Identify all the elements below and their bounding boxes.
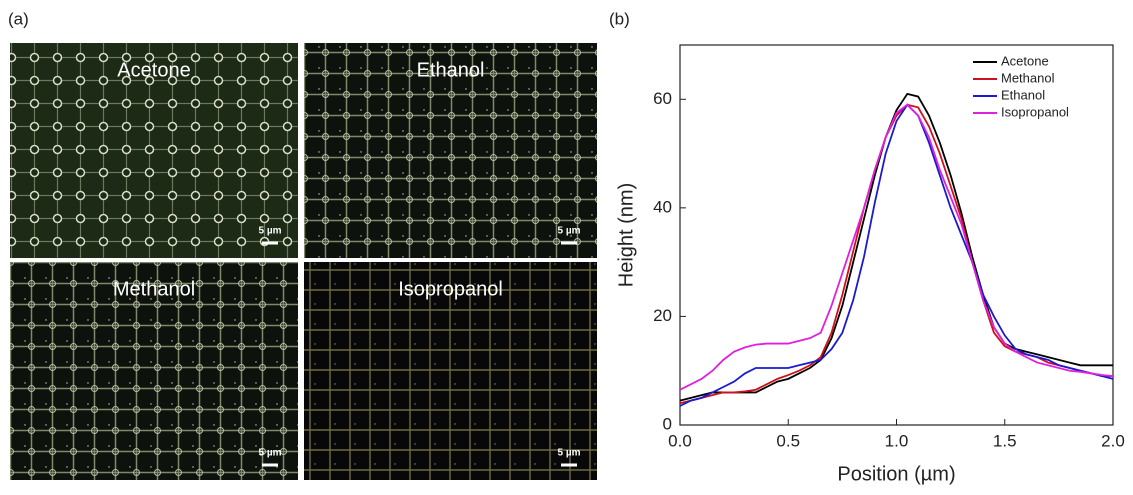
image-label: Acetone (117, 59, 190, 81)
legend-label: Acetone (1001, 53, 1049, 68)
scale-bar-label: 5 µm (259, 448, 282, 459)
x-tick-label: 1.0 (885, 431, 909, 450)
micrographs: Acetone 5 µm Ethanol 5 µm Methanol 5 µm Isopro… (10, 43, 597, 480)
micrograph (10, 262, 298, 480)
x-tick-label: 2.0 (1101, 431, 1125, 450)
x-tick-label: 0.5 (776, 431, 800, 450)
legend-label: Isopropanol (1001, 104, 1069, 119)
image-label: Methanol (113, 278, 195, 300)
series-line (679, 103, 1114, 407)
series-line (679, 92, 1113, 402)
y-tick-label: 40 (653, 197, 672, 216)
series-line (679, 103, 1114, 391)
scale-bar-label: 5 µm (259, 226, 282, 237)
chart: 0.0 0.5 1.0 1.5 2.0 0 20 40 60 Position (µm) Heigh… (615, 44, 1125, 485)
series-line (679, 103, 1113, 405)
x-axis-label: Position (µm) (837, 463, 955, 485)
image-label: Ethanol (417, 59, 485, 81)
legend-label: Ethanol (1001, 87, 1045, 102)
panel-label: (a) (8, 9, 29, 28)
y-tick-label: 60 (653, 89, 672, 108)
image-label: Isopropanol (398, 278, 503, 300)
x-tick-label: 0.0 (668, 431, 692, 450)
y-axis-label: Height (nm) (615, 183, 637, 287)
micrograph (304, 43, 597, 258)
scale-bar-label: 5 µm (558, 448, 581, 459)
plot-frame (679, 44, 1114, 426)
legend-label: Methanol (1001, 70, 1055, 85)
y-tick-label: 0 (663, 414, 672, 433)
scale-bar-label: 5 µm (558, 226, 581, 237)
x-tick-label: 1.5 (993, 431, 1017, 450)
micrograph (10, 43, 298, 258)
micrograph (304, 262, 597, 480)
y-tick-label: 20 (653, 306, 672, 325)
panel-label: (b) (609, 9, 630, 28)
